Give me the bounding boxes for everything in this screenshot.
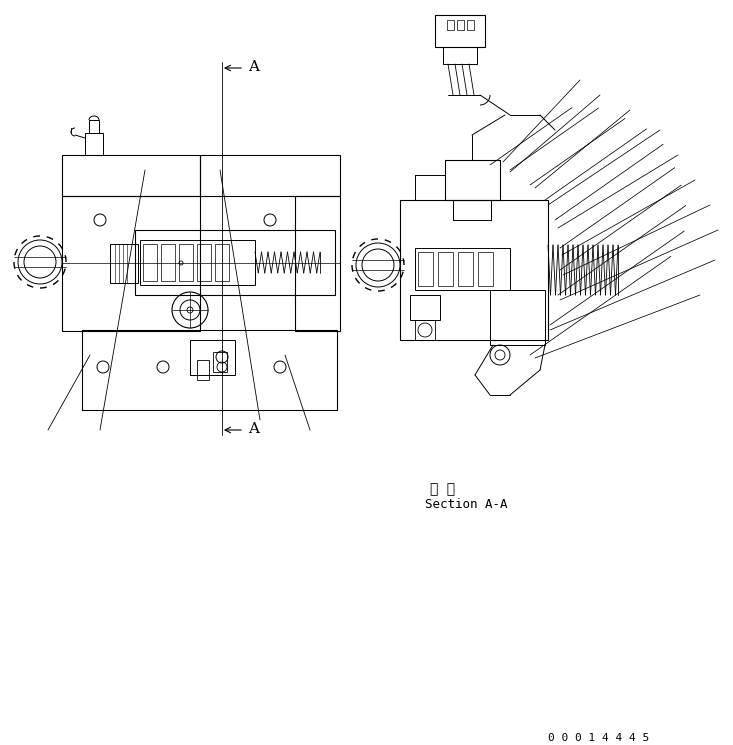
Bar: [197, 244, 211, 281]
Bar: [457, 20, 464, 30]
Bar: [295, 196, 340, 331]
Text: A: A: [248, 60, 259, 74]
Bar: [62, 155, 200, 196]
Bar: [453, 200, 491, 220]
Text: Section A-A: Section A-A: [425, 498, 507, 511]
Bar: [438, 252, 453, 286]
Bar: [200, 155, 340, 196]
Bar: [478, 252, 493, 286]
Text: 断 面: 断 面: [430, 482, 455, 496]
Bar: [213, 352, 227, 372]
Bar: [410, 295, 440, 320]
Bar: [400, 200, 548, 340]
Bar: [415, 248, 510, 290]
Bar: [445, 160, 500, 200]
Bar: [161, 244, 175, 281]
Bar: [143, 244, 157, 281]
Bar: [418, 252, 433, 286]
Bar: [140, 240, 255, 285]
Bar: [197, 360, 209, 380]
Bar: [179, 244, 193, 281]
Bar: [443, 47, 477, 64]
Bar: [89, 120, 99, 133]
Bar: [85, 133, 103, 155]
Text: A: A: [248, 422, 259, 436]
Bar: [467, 20, 474, 30]
Bar: [82, 330, 337, 410]
Text: 0 0 0 1 4 4 4 5: 0 0 0 1 4 4 4 5: [548, 733, 649, 743]
Bar: [110, 244, 138, 283]
Bar: [135, 230, 335, 295]
Bar: [447, 20, 454, 30]
Bar: [490, 290, 545, 345]
Bar: [190, 340, 235, 375]
Bar: [62, 196, 200, 331]
Bar: [435, 15, 485, 47]
Bar: [458, 252, 473, 286]
Bar: [215, 244, 229, 281]
Bar: [415, 320, 435, 340]
